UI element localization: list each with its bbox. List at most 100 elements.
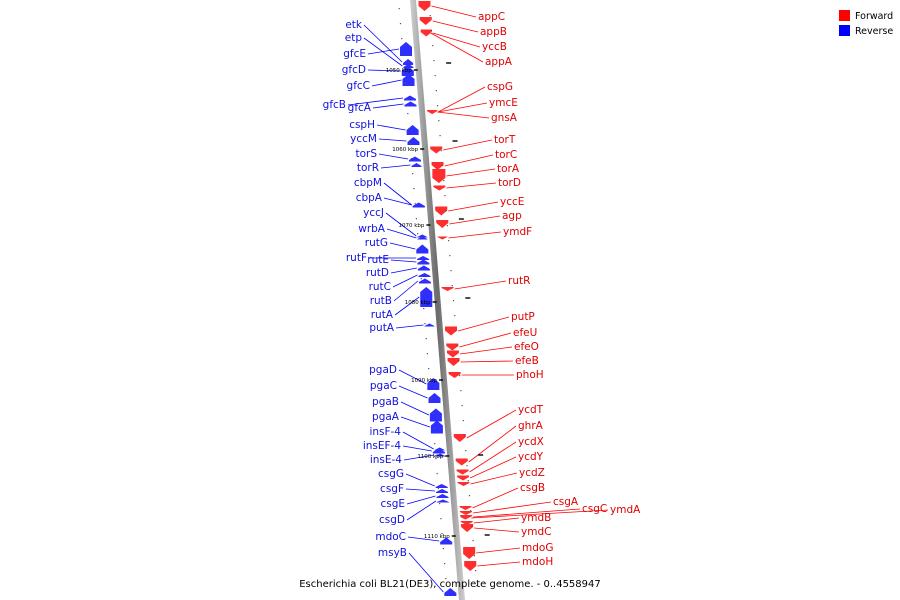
gene-label-rutR[interactable]: rutR [508, 275, 530, 287]
gene-label-putP[interactable]: putP [511, 311, 535, 323]
gene-glyph-gnsA[interactable] [427, 110, 437, 114]
gene-label-mdoC[interactable]: mdoC [375, 531, 406, 543]
gene-label-ymdF[interactable]: ymdF [503, 226, 532, 238]
gene-label-rutD[interactable]: rutD [366, 267, 389, 279]
gene-label-etk[interactable]: etk [345, 19, 363, 31]
gene-glyph-rutF[interactable] [417, 256, 430, 260]
gene-label-pgaB[interactable]: pgaB [372, 396, 399, 408]
gene-label-csgD[interactable]: csgD [379, 514, 405, 526]
gene-label-ghrA[interactable]: ghrA [518, 420, 544, 432]
gene-glyph-rutC[interactable] [418, 273, 431, 277]
gene-glyph-msyB[interactable] [444, 588, 457, 596]
gene-glyph-pgaD[interactable] [427, 378, 440, 390]
gene-glyph-csgA[interactable] [459, 511, 472, 515]
gene-label-ymdB[interactable]: ymdB [521, 512, 551, 524]
gene-glyph-appC[interactable] [418, 1, 431, 11]
gene-label-etp[interactable]: etp [345, 32, 363, 44]
gene-glyph-rutD[interactable] [417, 265, 430, 271]
gene-label-csgA[interactable]: csgA [553, 496, 579, 508]
gene-label-ymcE[interactable]: ymcE [489, 97, 518, 109]
gene-glyph-gfcD[interactable] [401, 66, 414, 76]
gene-label-insE-4[interactable]: insE-4 [370, 454, 402, 466]
gene-label-ycdT[interactable]: ycdT [518, 404, 544, 416]
gene-label-appB[interactable]: appB [480, 26, 507, 38]
gene-label-gfcC[interactable]: gfcC [347, 80, 370, 92]
gene-glyph-etk[interactable] [403, 59, 414, 65]
gene-glyph-gfcB[interactable] [404, 95, 417, 101]
gene-glyph-gfcE[interactable] [400, 42, 413, 56]
gene-label-torC[interactable]: torC [495, 149, 517, 161]
gene-label-wrbA[interactable]: wrbA [358, 223, 386, 235]
gene-label-agp[interactable]: agp [502, 210, 522, 222]
gene-glyph-insEF-4[interactable] [432, 448, 445, 454]
gene-label-rutA[interactable]: rutA [371, 309, 394, 321]
gene-glyph-pgaC[interactable] [428, 393, 441, 403]
gene-glyph-putA[interactable] [424, 323, 435, 327]
gene-label-csgC[interactable]: csgC [582, 503, 607, 515]
gene-label-gfcB[interactable]: gfcB [323, 99, 346, 111]
gene-glyph-torR[interactable] [411, 163, 422, 167]
gene-glyph-wrbA[interactable] [417, 236, 428, 240]
gene-glyph-rutG[interactable] [416, 244, 429, 254]
gene-label-efeO[interactable]: efeO [514, 341, 539, 353]
gene-glyph-phoH[interactable] [448, 372, 461, 378]
gene-label-ycdY[interactable]: ycdY [518, 451, 544, 463]
gene-label-yccM[interactable]: yccM [350, 133, 377, 145]
gene-glyph-ymdF[interactable] [437, 236, 448, 240]
gene-glyph-ycdT[interactable] [453, 434, 466, 442]
gene-label-torT[interactable]: torT [494, 134, 516, 146]
gene-glyph-torD[interactable] [433, 185, 446, 191]
gene-glyph-ycdY[interactable] [457, 475, 470, 481]
gene-glyph-rutR[interactable] [441, 287, 454, 291]
gene-label-yccB[interactable]: yccB [482, 41, 507, 53]
gene-glyph-cspH[interactable] [406, 125, 419, 135]
gene-label-ymdC[interactable]: ymdC [521, 526, 551, 538]
gene-glyph-torS[interactable] [408, 156, 421, 162]
gene-glyph-mdoH[interactable] [464, 561, 477, 571]
gene-glyph-ycdZ[interactable] [457, 482, 470, 486]
gene-label-torD[interactable]: torD [498, 177, 521, 189]
gene-label-mdoG[interactable]: mdoG [522, 542, 553, 554]
gene-label-ymdA[interactable]: ymdA [610, 504, 641, 516]
gene-label-gnsA[interactable]: gnsA [491, 112, 518, 124]
gene-label-phoH[interactable]: phoH [516, 369, 544, 381]
gene-label-pgaC[interactable]: pgaC [370, 380, 397, 392]
gene-label-cspG[interactable]: cspG [487, 81, 513, 93]
gene-label-gfcA[interactable]: gfcA [348, 102, 372, 114]
gene-glyph-putP[interactable] [445, 326, 458, 336]
gene-label-csgG[interactable]: csgG [378, 468, 404, 480]
gene-glyph-gfcA[interactable] [404, 101, 417, 107]
gene-label-pgaA[interactable]: pgaA [372, 411, 400, 423]
gene-label-msyB[interactable]: msyB [378, 547, 407, 559]
gene-glyph-insE-4[interactable] [435, 453, 446, 457]
gene-glyph-efeB[interactable] [447, 358, 460, 366]
gene-label-gfcE[interactable]: gfcE [343, 48, 366, 60]
gene-label-cspH[interactable]: cspH [349, 119, 375, 131]
gene-glyph-ymdC[interactable] [461, 524, 474, 532]
gene-label-putA[interactable]: putA [369, 322, 394, 334]
gene-label-efeB[interactable]: efeB [515, 355, 539, 367]
gene-glyph-rutB[interactable] [418, 278, 431, 284]
gene-label-gfcD[interactable]: gfcD [342, 64, 366, 76]
gene-label-insF-4[interactable]: insF-4 [369, 426, 401, 438]
gene-label-csgF[interactable]: csgF [380, 483, 404, 495]
gene-glyph-ghrA[interactable] [455, 458, 468, 466]
gene-glyph-torC[interactable] [431, 162, 444, 170]
gene-glyph-etp[interactable] [403, 64, 414, 68]
gene-label-rutB[interactable]: rutB [370, 295, 392, 307]
gene-label-torA[interactable]: torA [497, 163, 520, 175]
gene-label-cbpM[interactable]: cbpM [354, 177, 382, 189]
gene-glyph-cbpA[interactable] [412, 203, 425, 207]
gene-glyph-torA[interactable] [432, 169, 446, 183]
gene-label-pgaD[interactable]: pgaD [369, 364, 397, 376]
gene-glyph-pgaA[interactable] [430, 420, 443, 434]
gene-label-rutG[interactable]: rutG [365, 237, 388, 249]
gene-label-csgB[interactable]: csgB [520, 482, 545, 494]
gene-glyph-csgF[interactable] [436, 489, 449, 493]
gene-glyph-ymdA[interactable] [460, 516, 471, 520]
gene-label-efeU[interactable]: efeU [513, 327, 537, 339]
gene-glyph-csgE[interactable] [436, 494, 449, 498]
gene-glyph-mdoG[interactable] [463, 547, 476, 559]
gene-glyph-rutA[interactable] [420, 287, 433, 307]
gene-glyph-efeO[interactable] [446, 350, 459, 358]
